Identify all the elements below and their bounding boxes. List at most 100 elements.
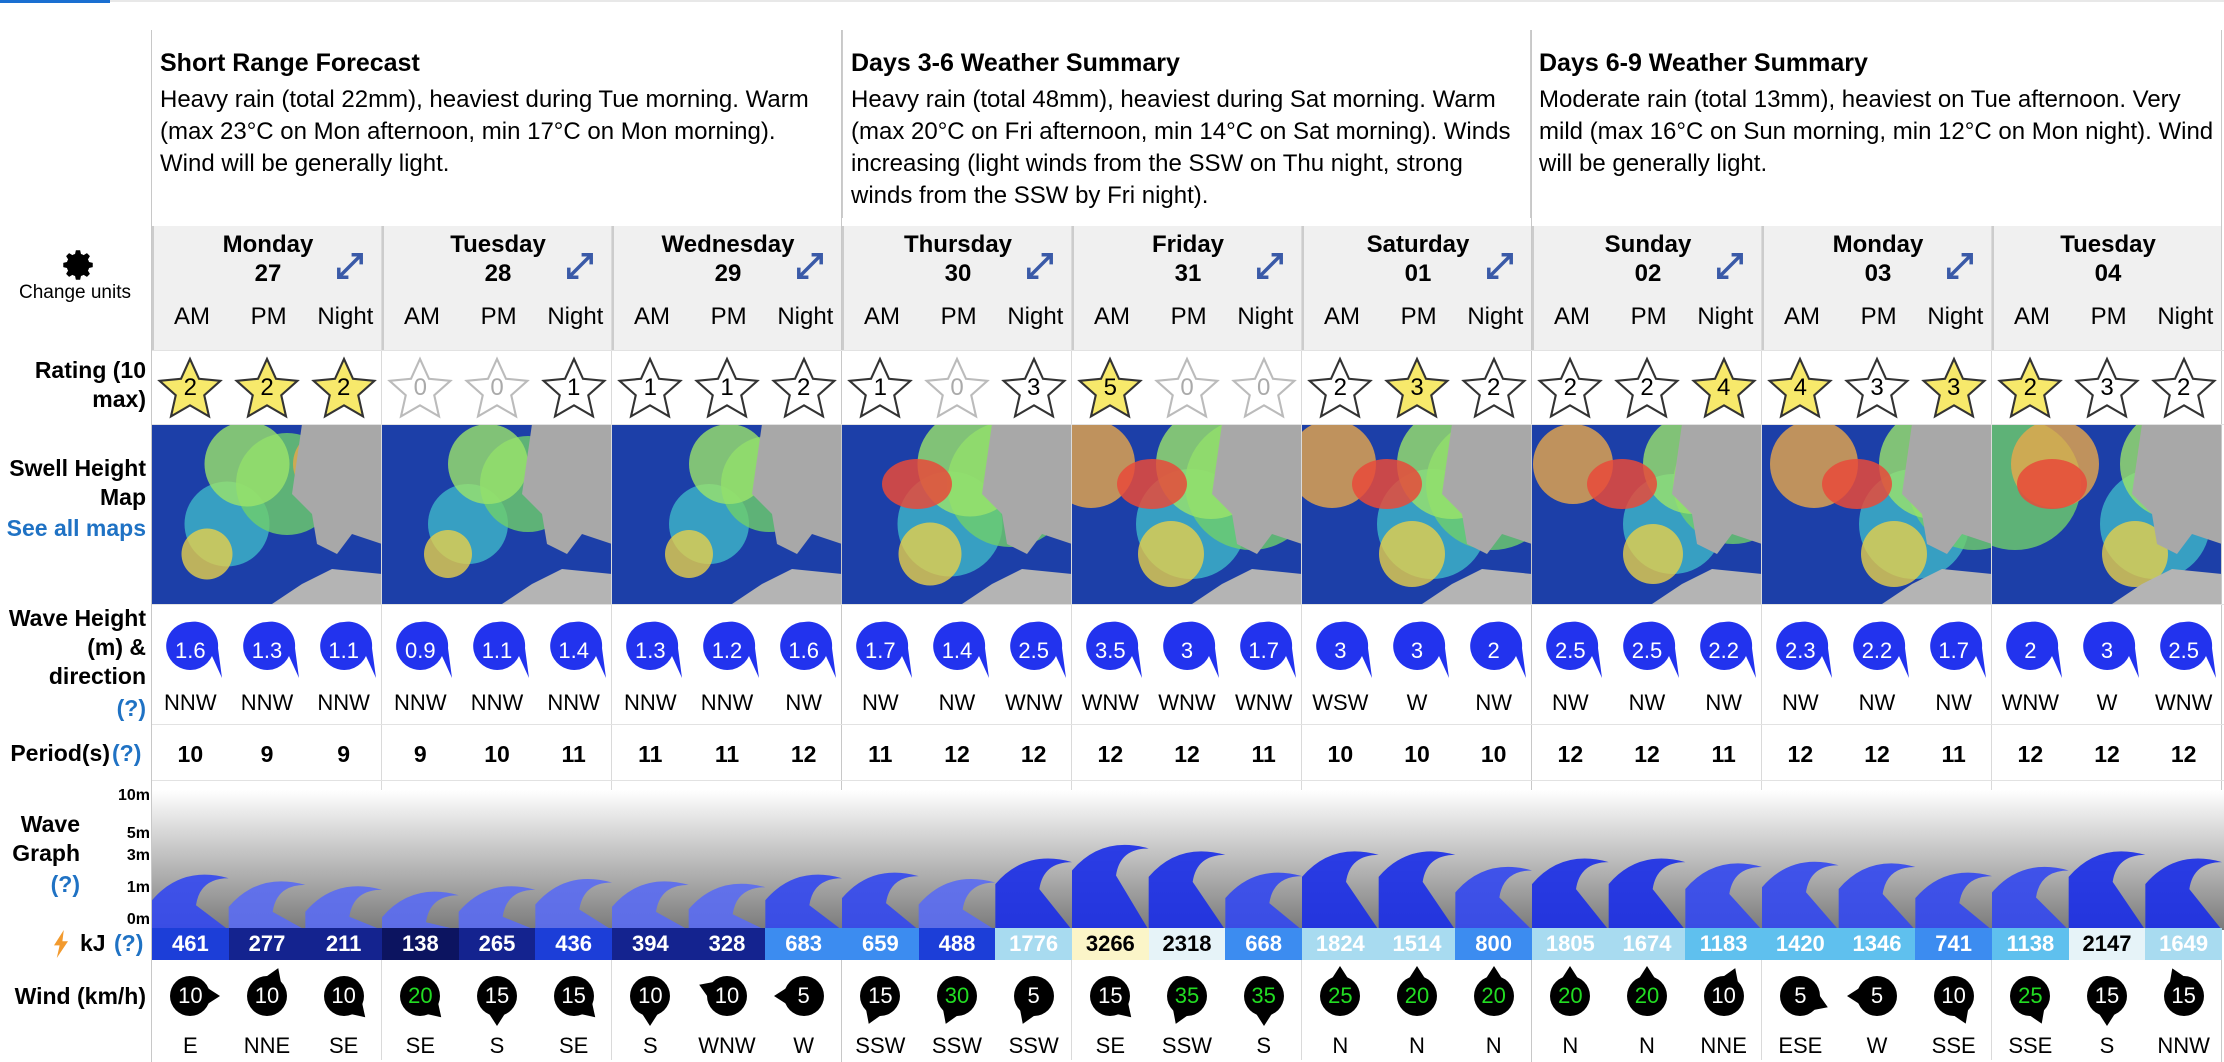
rating-value: 5: [1103, 374, 1117, 401]
wave-direction-arrow: [2083, 621, 2139, 678]
wave-height-value: 3.5: [1095, 638, 1126, 663]
gear-icon[interactable]: [63, 248, 97, 282]
swell-map-3[interactable]: [842, 424, 1072, 604]
rating-value: 2: [2023, 374, 2037, 401]
swell-map-8[interactable]: [1992, 424, 2222, 604]
wave-period: 11: [638, 741, 663, 767]
scale-5m: 5m: [126, 825, 150, 842]
wind-arrow: [2010, 976, 2051, 1024]
energy-value: 1183: [1685, 928, 1762, 960]
active-tab-indicator[interactable]: [0, 0, 110, 3]
wave-height-help-link[interactable]: (?): [116, 695, 146, 721]
rating-value: 1: [643, 374, 657, 401]
wind-arrow: [1090, 976, 1132, 1018]
energy-value: 1674: [1608, 928, 1686, 960]
expand-icon[interactable]: [1484, 250, 1516, 282]
wave-direction: NW: [1705, 690, 1742, 715]
expand-icon[interactable]: [564, 250, 596, 282]
swell-map-0[interactable]: [152, 424, 382, 604]
rating-star: [847, 356, 914, 419]
wind-speed: 15: [1098, 983, 1123, 1008]
wind-label: Wind (km/h): [14, 983, 146, 1009]
wind-arrow: [553, 976, 595, 1018]
rating-value: 1: [566, 374, 581, 401]
wind-speed: 15: [484, 983, 510, 1008]
wave-direction: WNW: [2001, 690, 2060, 715]
wind-speed: 5: [797, 983, 810, 1008]
expand-icon[interactable]: [1714, 250, 1746, 282]
swell-map-2[interactable]: [612, 424, 842, 604]
swell-map-5[interactable]: [1302, 424, 1532, 604]
change-units-link[interactable]: Change units: [19, 282, 131, 303]
energy-value: 741: [1915, 928, 1992, 960]
day-separator: [1301, 226, 1302, 1060]
wind-speed: 10: [1941, 983, 1966, 1008]
energy-value: 328: [688, 928, 766, 960]
swell-map-6[interactable]: [1532, 424, 1762, 604]
row-divider: [152, 604, 2224, 605]
wave-period: 12: [2094, 741, 2120, 767]
wind-speed: 20: [1404, 983, 1430, 1008]
energy-value: 2147: [2068, 928, 2146, 960]
day-separator: [151, 30, 152, 1062]
energy-value: 683: [765, 928, 842, 960]
wind-speed: 5: [1870, 983, 1884, 1008]
energy-value: 1514: [1378, 928, 1456, 960]
day-name: Monday: [222, 231, 314, 258]
wave-direction-arrow: [1086, 621, 1143, 678]
wind-direction: N: [1639, 1033, 1655, 1058]
wind-arrow: [170, 976, 221, 1016]
wave-height-value: 1.2: [711, 638, 743, 663]
wave-height-value: 2.5: [2168, 638, 2199, 663]
wave-direction-arrow: [1929, 621, 1986, 678]
wind-direction: W: [793, 1033, 815, 1058]
day-separator: [611, 226, 612, 1060]
day-separator: [841, 30, 842, 1062]
period-header: Night: [1007, 303, 1064, 330]
wave-height-value: 2.2: [1861, 638, 1893, 663]
expand-icon[interactable]: [334, 250, 366, 282]
expand-icon[interactable]: [794, 250, 826, 282]
swell-map-1[interactable]: [382, 424, 612, 604]
wave-height-value: 1.1: [481, 638, 513, 663]
wave-direction-arrow: [626, 621, 683, 678]
wind-speed: 5: [1794, 983, 1807, 1008]
rating-value: 2: [183, 374, 197, 401]
wind-arrow: [1847, 976, 1897, 1016]
wave-direction: NW: [1475, 690, 1512, 715]
see-all-maps-link[interactable]: See all maps: [6, 515, 146, 541]
expand-icon[interactable]: [1024, 250, 1056, 282]
expand-icon[interactable]: [1944, 250, 1976, 282]
energy-value: 436: [535, 928, 612, 960]
rating-star: [1614, 356, 1680, 419]
rating-value: 0: [950, 374, 964, 401]
energy-value: 461: [152, 928, 229, 960]
swell-map-4[interactable]: [1072, 424, 1302, 604]
day-name: Wednesday: [661, 231, 795, 258]
wave-direction-arrow: [933, 621, 989, 678]
swell-map-7[interactable]: [1762, 424, 1992, 604]
wave-period: 10: [1480, 741, 1507, 767]
wave-direction-arrow: [1009, 621, 1066, 678]
period-header: PM: [2090, 303, 2127, 330]
wave-direction-arrow: [1163, 621, 1219, 678]
wave-height-value: 3: [1180, 638, 1194, 663]
energy-value: 211: [305, 928, 382, 960]
wave-height-value: 3: [1410, 638, 1424, 663]
scale-10m: 10m: [117, 787, 150, 804]
wind-speed: 20: [408, 983, 433, 1008]
wave-height-value: 2.2: [1708, 638, 1739, 663]
expand-icon[interactable]: [1254, 250, 1286, 282]
rating-value: 2: [796, 374, 811, 401]
period-help-link[interactable]: (?): [112, 740, 142, 766]
day-number: 02: [1634, 260, 1662, 287]
wave-direction-arrow: [1776, 621, 1833, 678]
wave-graph-help-link[interactable]: (?): [50, 871, 80, 897]
wind-direction: S: [642, 1033, 658, 1058]
energy-value: 1805: [1532, 928, 1609, 960]
period-header: AM: [174, 303, 210, 330]
wind-direction: E: [182, 1033, 198, 1058]
rating-value: 2: [1333, 374, 1347, 401]
kj-help-link[interactable]: (?): [114, 930, 144, 956]
wave-height-value: 1.6: [175, 638, 206, 663]
